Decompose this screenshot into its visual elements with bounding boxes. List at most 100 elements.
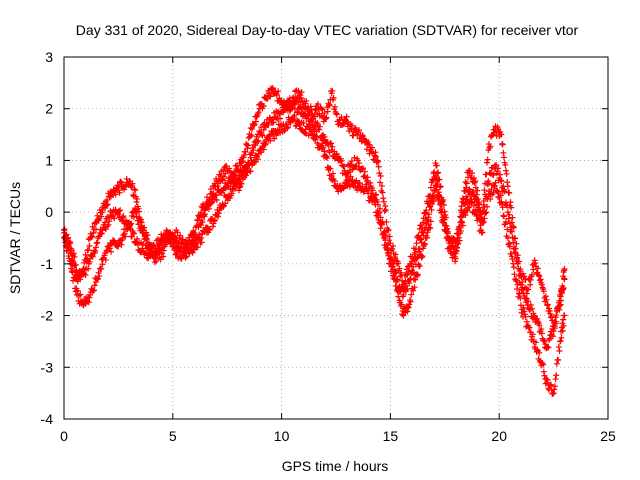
data-point (220, 166, 227, 173)
data-point (529, 271, 536, 278)
data-point (491, 182, 498, 189)
data-point (414, 253, 421, 260)
data-point (366, 197, 373, 204)
data-point (262, 141, 269, 148)
data-point (367, 179, 374, 186)
data-point (333, 150, 340, 157)
data-point (102, 226, 109, 233)
data-point (130, 230, 137, 237)
data-point (314, 101, 321, 108)
data-point (405, 304, 412, 311)
data-point (561, 266, 568, 273)
data-point (161, 236, 168, 243)
y-axis-label: SDTVAR / TECUs (7, 182, 23, 294)
data-point (215, 213, 222, 220)
data-point (286, 98, 293, 105)
data-point (552, 376, 559, 383)
data-point (343, 117, 350, 124)
data-point (213, 191, 220, 198)
data-point (506, 211, 513, 218)
data-point (413, 240, 420, 247)
data-point (354, 157, 361, 164)
data-point (295, 99, 302, 106)
data-point (260, 103, 267, 110)
data-point (551, 325, 558, 332)
data-point (396, 265, 403, 272)
data-point (96, 273, 103, 280)
data-point (540, 361, 547, 368)
data-point (164, 228, 171, 235)
data-point (371, 152, 378, 159)
data-point (321, 110, 328, 117)
data-point (560, 316, 567, 323)
data-point (202, 207, 209, 214)
data-point (404, 308, 411, 315)
data-point (553, 312, 560, 319)
data-point (500, 154, 507, 161)
data-point (532, 339, 539, 346)
data-point (133, 198, 140, 205)
data-point (484, 181, 491, 188)
y-tick-label: 1 (45, 152, 53, 168)
data-points (61, 85, 568, 397)
data-point (404, 271, 411, 278)
data-point (331, 103, 338, 110)
data-point (551, 320, 558, 327)
data-point (411, 284, 418, 291)
data-point (321, 133, 328, 140)
data-point (393, 269, 400, 276)
data-point (483, 193, 490, 200)
data-point (121, 230, 128, 237)
data-point (284, 124, 291, 131)
data-point (138, 223, 145, 230)
data-point (406, 280, 413, 287)
data-point (534, 315, 541, 322)
data-point (248, 132, 255, 139)
data-point (132, 209, 139, 216)
data-point (510, 264, 517, 271)
data-point (359, 132, 366, 139)
data-point (555, 303, 562, 310)
data-point (307, 103, 314, 110)
data-point (500, 213, 507, 220)
data-point (488, 186, 495, 193)
data-point (493, 162, 500, 169)
data-point (157, 256, 164, 263)
data-point (558, 334, 565, 341)
data-point (551, 386, 558, 393)
data-point (139, 241, 146, 248)
data-point (504, 179, 511, 186)
data-point (177, 243, 184, 250)
data-point (510, 239, 517, 246)
data-point (550, 328, 557, 335)
data-point (418, 236, 425, 243)
data-point (403, 282, 410, 289)
data-point (377, 225, 384, 232)
data-point (361, 168, 368, 175)
data-point (269, 85, 276, 92)
data-point (131, 186, 138, 193)
data-point (118, 241, 125, 248)
data-point (138, 219, 145, 226)
data-point (556, 348, 563, 355)
data-point (111, 215, 118, 222)
data-point (514, 260, 521, 267)
data-point (162, 235, 169, 242)
data-point (423, 220, 430, 227)
data-point (540, 288, 547, 295)
data-point (303, 97, 310, 104)
data-point (537, 276, 544, 283)
plot-frame (63, 56, 609, 420)
data-point (117, 207, 124, 214)
data-point (385, 227, 392, 234)
data-point (501, 188, 508, 195)
data-point (136, 214, 143, 221)
data-point (198, 235, 205, 241)
data-point (458, 203, 465, 210)
data-point (506, 220, 513, 227)
data-point (412, 276, 419, 283)
data-point (139, 245, 146, 252)
data-point (529, 331, 536, 338)
data-point (153, 248, 160, 255)
data-point (499, 204, 506, 211)
